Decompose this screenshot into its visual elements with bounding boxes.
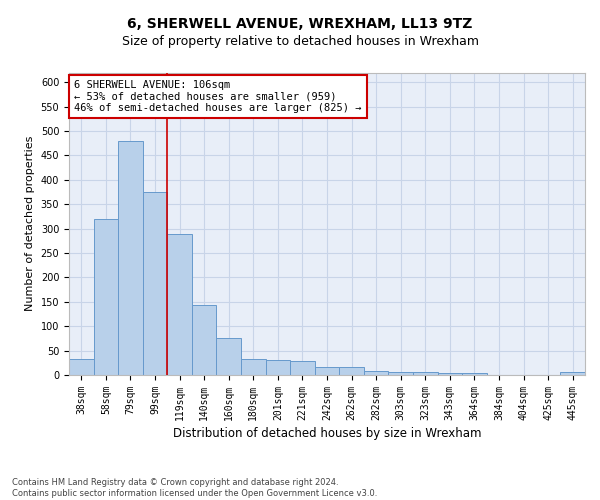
Y-axis label: Number of detached properties: Number of detached properties: [25, 136, 35, 312]
Bar: [94, 219, 118, 375]
Bar: [388, 372, 413, 375]
Bar: [192, 305, 217, 375]
Bar: [560, 372, 585, 375]
Bar: [339, 366, 364, 375]
Bar: [69, 360, 94, 375]
Bar: [217, 338, 241, 375]
Bar: [462, 372, 487, 375]
Bar: [290, 362, 315, 375]
X-axis label: Distribution of detached houses by size in Wrexham: Distribution of detached houses by size …: [173, 427, 481, 440]
Text: 6 SHERWELL AVENUE: 106sqm
← 53% of detached houses are smaller (959)
46% of semi: 6 SHERWELL AVENUE: 106sqm ← 53% of detac…: [74, 80, 362, 114]
Bar: [437, 372, 462, 375]
Bar: [315, 366, 339, 375]
Text: Size of property relative to detached houses in Wrexham: Size of property relative to detached ho…: [121, 35, 479, 48]
Text: Contains HM Land Registry data © Crown copyright and database right 2024.
Contai: Contains HM Land Registry data © Crown c…: [12, 478, 377, 498]
Text: 6, SHERWELL AVENUE, WREXHAM, LL13 9TZ: 6, SHERWELL AVENUE, WREXHAM, LL13 9TZ: [127, 18, 473, 32]
Bar: [413, 372, 437, 375]
Bar: [364, 370, 388, 375]
Bar: [266, 360, 290, 375]
Bar: [241, 360, 266, 375]
Bar: [167, 234, 192, 375]
Bar: [143, 192, 167, 375]
Bar: [118, 141, 143, 375]
